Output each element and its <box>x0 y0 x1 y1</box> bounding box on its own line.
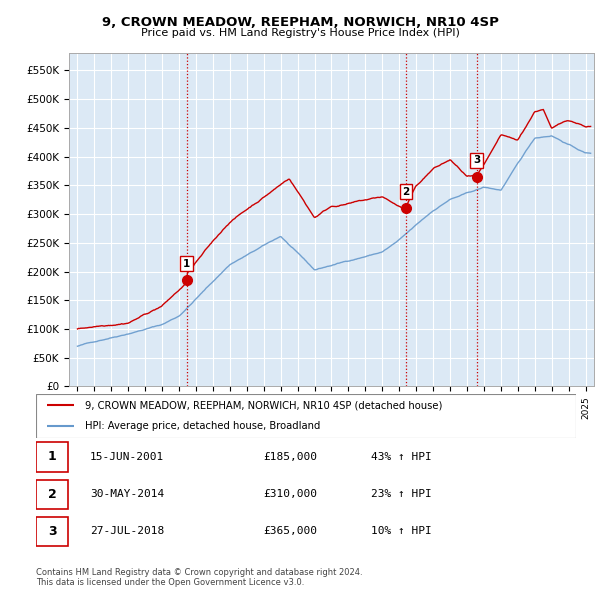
Text: Contains HM Land Registry data © Crown copyright and database right 2024.
This d: Contains HM Land Registry data © Crown c… <box>36 568 362 587</box>
Text: 9, CROWN MEADOW, REEPHAM, NORWICH, NR10 4SP (detached house): 9, CROWN MEADOW, REEPHAM, NORWICH, NR10 … <box>85 401 442 411</box>
Text: £185,000: £185,000 <box>263 452 317 462</box>
Text: Price paid vs. HM Land Registry's House Price Index (HPI): Price paid vs. HM Land Registry's House … <box>140 28 460 38</box>
Text: 1: 1 <box>183 258 190 268</box>
FancyBboxPatch shape <box>36 442 68 471</box>
FancyBboxPatch shape <box>36 480 68 509</box>
Text: £365,000: £365,000 <box>263 526 317 536</box>
Text: 1: 1 <box>48 450 56 464</box>
Text: 2: 2 <box>48 487 56 501</box>
FancyBboxPatch shape <box>36 517 68 546</box>
Text: 2: 2 <box>403 187 410 197</box>
Text: 43% ↑ HPI: 43% ↑ HPI <box>371 452 431 462</box>
FancyBboxPatch shape <box>36 394 576 438</box>
Text: 3: 3 <box>473 155 480 165</box>
Text: £310,000: £310,000 <box>263 489 317 499</box>
Text: 30-MAY-2014: 30-MAY-2014 <box>90 489 164 499</box>
Text: 9, CROWN MEADOW, REEPHAM, NORWICH, NR10 4SP: 9, CROWN MEADOW, REEPHAM, NORWICH, NR10 … <box>101 16 499 29</box>
Text: 23% ↑ HPI: 23% ↑ HPI <box>371 489 431 499</box>
Text: 3: 3 <box>48 525 56 538</box>
Text: 15-JUN-2001: 15-JUN-2001 <box>90 452 164 462</box>
Text: HPI: Average price, detached house, Broadland: HPI: Average price, detached house, Broa… <box>85 421 320 431</box>
Text: 10% ↑ HPI: 10% ↑ HPI <box>371 526 431 536</box>
Text: 27-JUL-2018: 27-JUL-2018 <box>90 526 164 536</box>
